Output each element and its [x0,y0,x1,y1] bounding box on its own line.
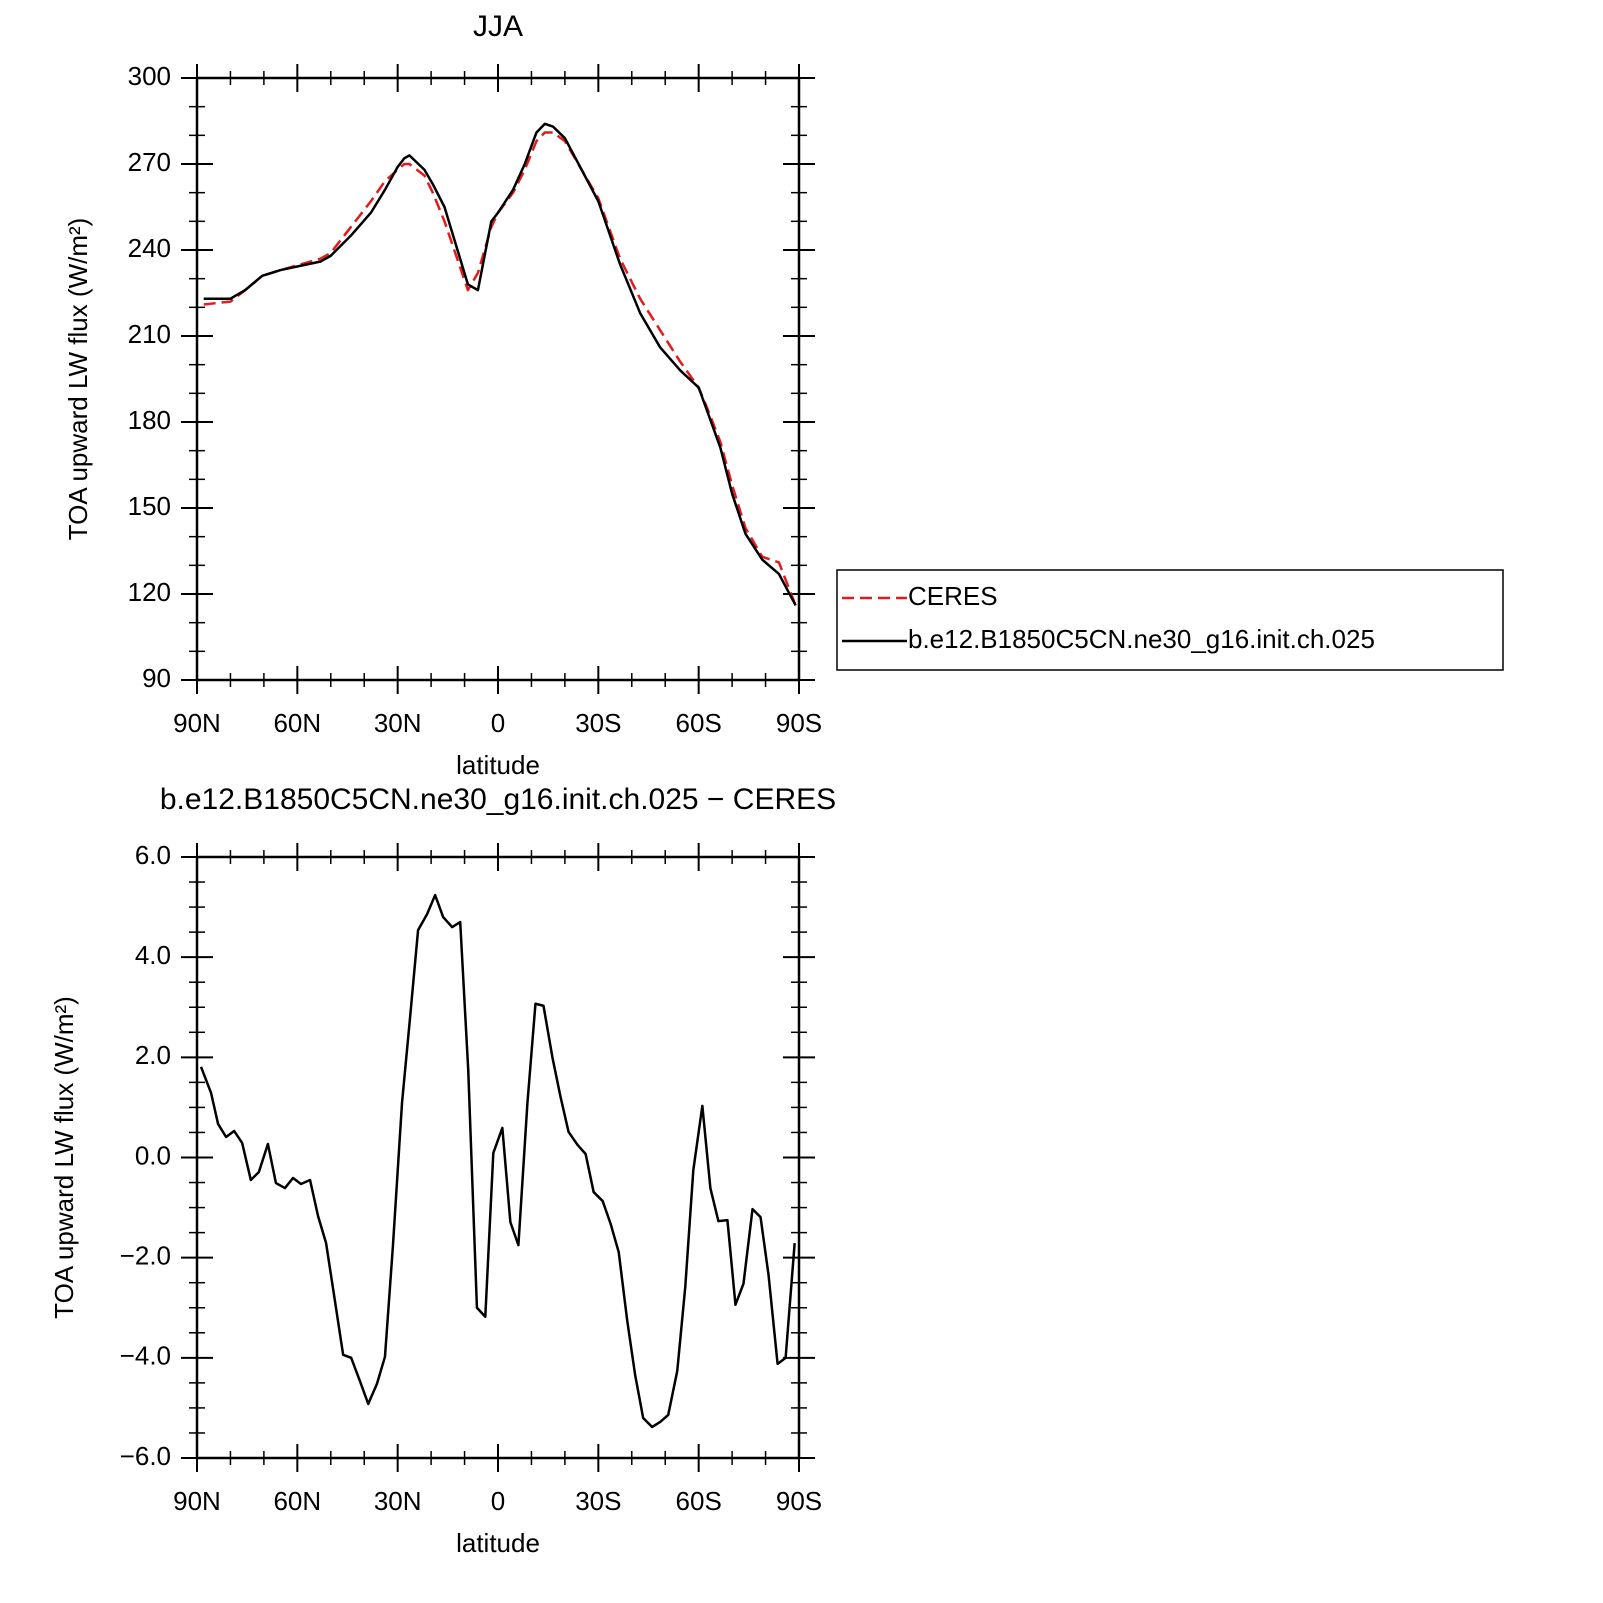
y-tick-label: −2.0 [120,1241,171,1271]
y-axis-label: TOA upward LW flux (W/m²) [63,218,93,541]
y-tick-label: 150 [128,491,171,521]
y-tick-label: 180 [128,405,171,435]
x-tick-label: 60S [676,1486,722,1516]
y-tick-label: −6.0 [120,1441,171,1471]
x-tick-label: 30S [575,1486,621,1516]
x-tick-label: 0 [491,708,505,738]
y-tick-label: 300 [128,61,171,91]
y-axis-label: TOA upward LW flux (W/m²) [49,996,79,1319]
x-tick-label: 90S [776,708,822,738]
x-tick-label: 90N [173,1486,221,1516]
y-tick-label: 120 [128,577,171,607]
x-tick-label: 90N [173,708,221,738]
panel: b.e12.B1850C5CN.ne30_g16.init.ch.025 − C… [49,783,836,1558]
plot-frame [195,855,801,1460]
x-tick-label: 30N [374,708,422,738]
x-tick-label: 60N [273,708,321,738]
y-tick-label: 0.0 [135,1140,171,1170]
legend-label: b.e12.B1850C5CN.ne30_g16.init.ch.025 [908,624,1375,654]
y-tick-label: 4.0 [135,940,171,970]
x-tick-label: 90S [776,1486,822,1516]
x-tick-label: 60S [676,708,722,738]
x-tick-label: 60N [273,1486,321,1516]
data-line [203,131,797,606]
y-tick-label: 90 [142,663,171,693]
y-tick-label: −4.0 [120,1341,171,1371]
plot-frame [195,76,801,682]
x-tick-label: 30S [575,708,621,738]
chart-title: JJA [473,10,523,43]
y-tick-label: 240 [128,233,171,263]
y-tick-label: 2.0 [135,1040,171,1070]
y-tick-label: 210 [128,319,171,349]
panel: JJA latitude TOA upward LW flux (W/m²) 90N 6… [63,10,822,780]
legend-label: CERES [908,581,998,611]
x-tick-label: 30N [374,1486,422,1516]
data-line [199,893,796,1429]
legend-box [836,569,1504,671]
y-tick-label: 6.0 [135,840,171,870]
data-line [203,122,797,607]
legend: CERES b.e12.B1850C5CN.ne30_g16.init.ch.02… [836,569,1504,671]
y-tick-label: 270 [128,147,171,177]
x-axis-label: latitude [456,1528,540,1558]
x-axis-label: latitude [456,750,540,780]
x-tick-label: 0 [491,1486,505,1516]
chart-title: b.e12.B1850C5CN.ne30_g16.init.ch.025 − C… [160,783,836,816]
